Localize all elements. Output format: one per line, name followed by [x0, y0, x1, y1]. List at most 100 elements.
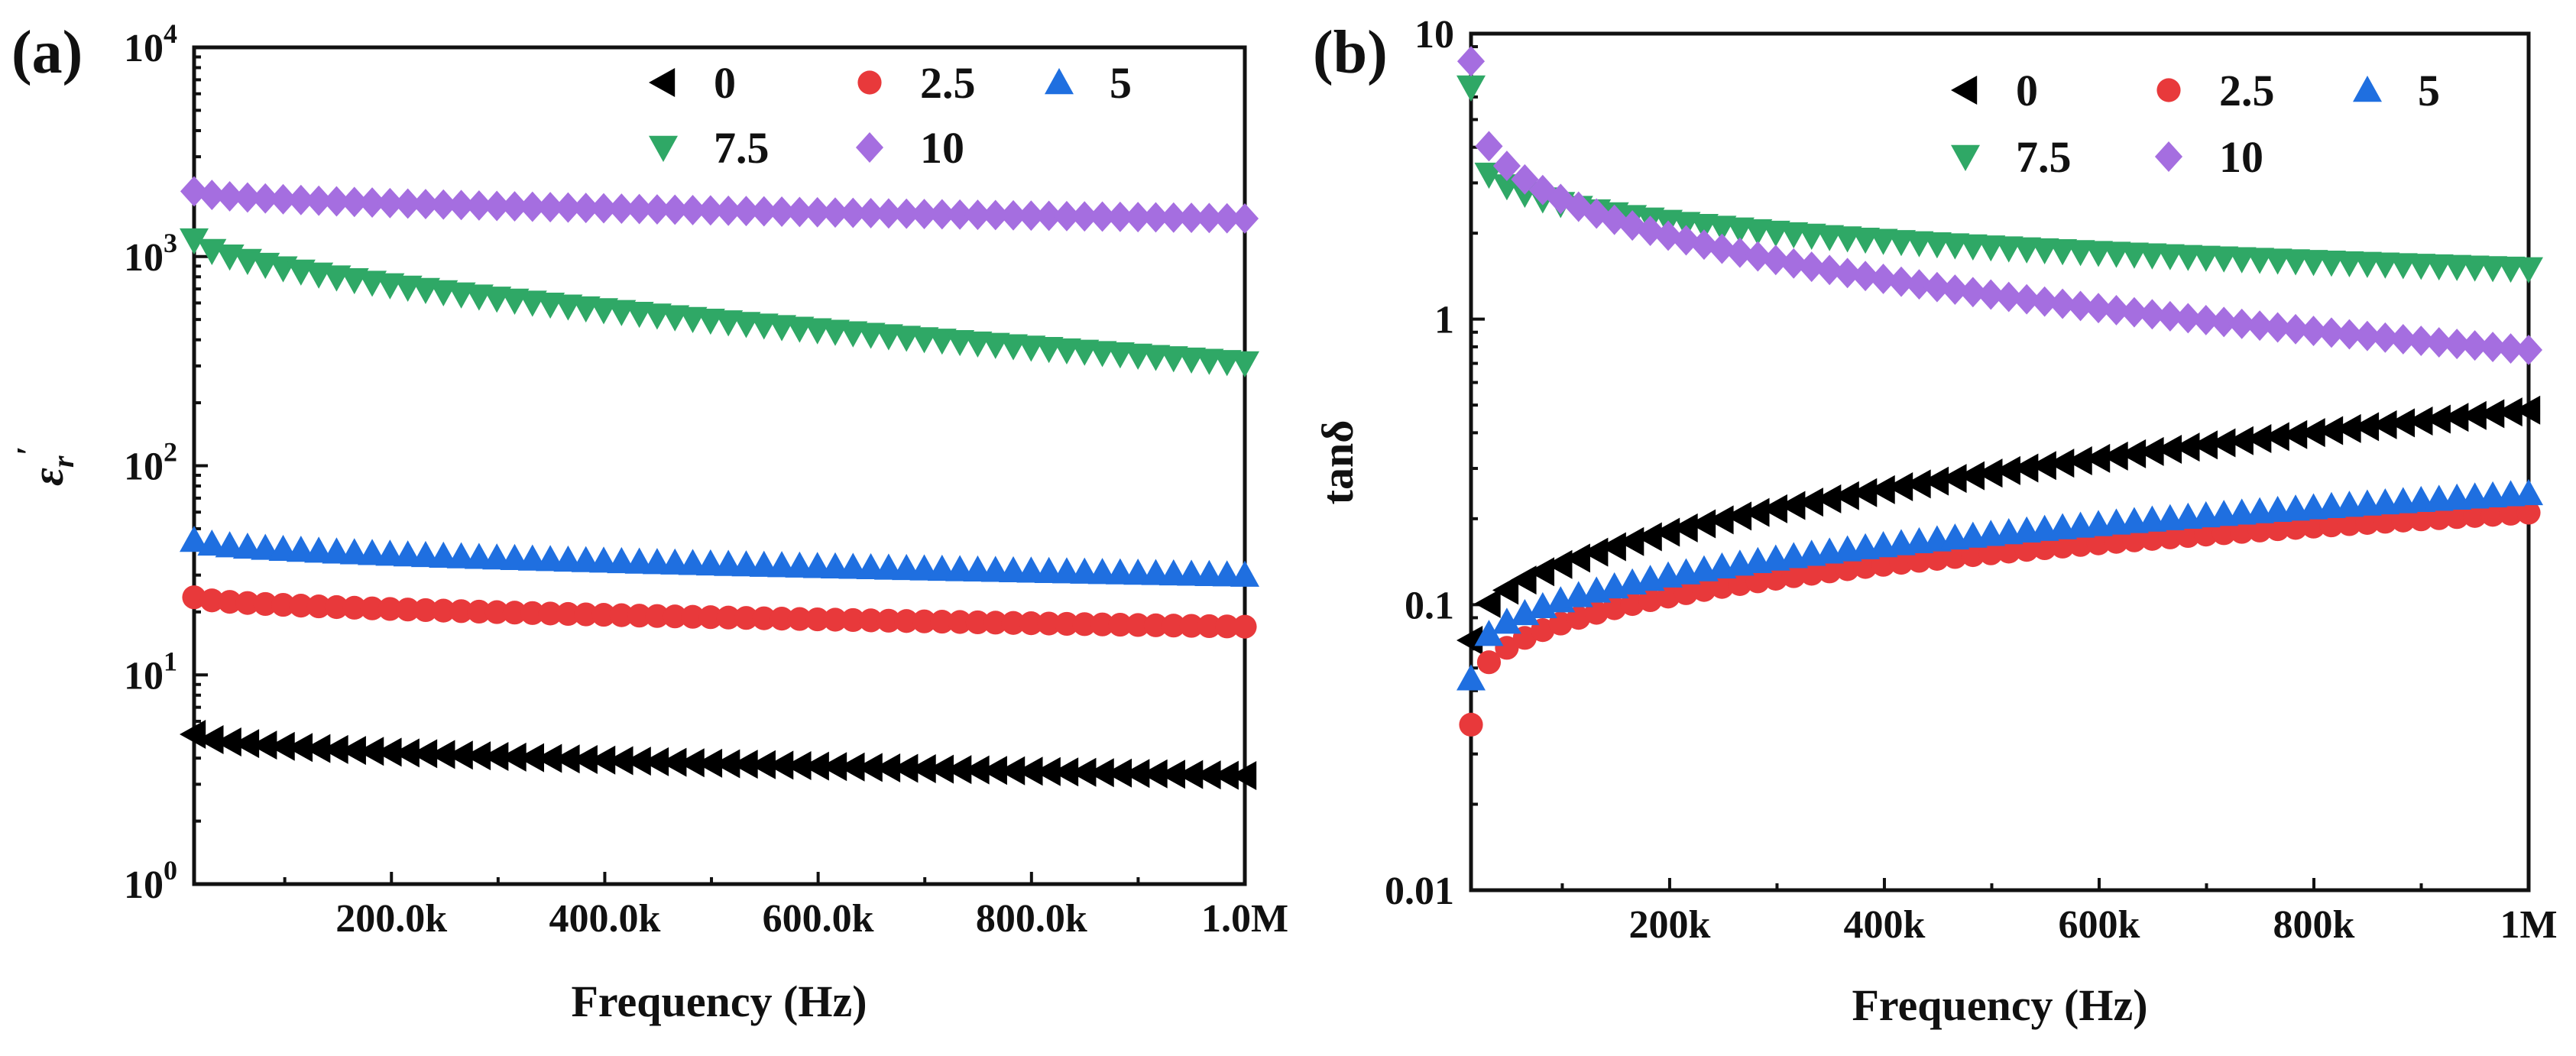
- data-point: [376, 187, 404, 219]
- data-point: [1195, 202, 1223, 234]
- data-point: [536, 743, 562, 773]
- data-point: [289, 594, 313, 618]
- data-point: [1654, 517, 1680, 547]
- data-point: [1108, 613, 1132, 637]
- data-point: [894, 609, 919, 633]
- data-point: [2460, 400, 2487, 430]
- legend-label: 5: [1110, 58, 1132, 108]
- data-point: [1492, 151, 1521, 182]
- data-point: [1886, 472, 1913, 502]
- legend-item-7.5: 7.5: [1951, 132, 2072, 182]
- data-point: [892, 753, 919, 783]
- data-point: [927, 754, 954, 784]
- data-point: [803, 196, 831, 228]
- data-point: [856, 753, 883, 782]
- data-point: [625, 193, 653, 225]
- data-point: [1510, 565, 1537, 595]
- data-point: [1618, 526, 1644, 556]
- data-point: [215, 531, 245, 558]
- x-tick-label: 600k: [2059, 903, 2140, 947]
- data-point: [553, 744, 580, 774]
- data-point: [2048, 449, 2075, 478]
- data-point: [1070, 757, 1097, 787]
- data-point: [1940, 464, 1967, 494]
- legend-label: 2.5: [920, 58, 976, 108]
- data-point: [180, 176, 209, 207]
- y-tick-label: 0.1: [1405, 584, 1454, 627]
- data-point: [2370, 410, 2397, 439]
- x-tick-label: 200k: [1628, 903, 1710, 947]
- data-point: [680, 604, 705, 629]
- data-point: [695, 748, 723, 778]
- series-5: [1456, 478, 2543, 691]
- y-tick-label: 10: [1414, 13, 1454, 57]
- data-point: [2066, 290, 2095, 322]
- data-point: [305, 185, 333, 216]
- data-point: [2463, 504, 2487, 528]
- data-point: [1035, 200, 1063, 232]
- data-point: [2514, 395, 2541, 425]
- data-point: [1905, 269, 1933, 300]
- panel-a-legend: 0 2.5 5 7.5 10: [649, 58, 1132, 173]
- data-point: [2425, 327, 2453, 358]
- data-point: [393, 738, 420, 768]
- legend-marker: [2353, 76, 2382, 102]
- data-point: [876, 608, 901, 633]
- data-point: [2352, 412, 2380, 442]
- data-point: [180, 228, 209, 255]
- data-point: [1126, 613, 1150, 637]
- data-point: [1779, 491, 1806, 520]
- data-point: [645, 604, 669, 628]
- data-point: [554, 192, 582, 223]
- data-point: [1832, 481, 1859, 510]
- data-point: [2461, 330, 2489, 361]
- legend-marker: [2156, 78, 2181, 102]
- data-point: [2066, 445, 2092, 475]
- legend-label: 5: [2418, 66, 2440, 115]
- data-point: [1001, 611, 1026, 635]
- data-point: [2498, 501, 2523, 526]
- data-point: [1158, 760, 1185, 789]
- data-point: [410, 739, 438, 769]
- data-point: [253, 591, 277, 617]
- data-point: [1959, 277, 1987, 308]
- data-point: [1162, 614, 1186, 638]
- data-point: [2514, 257, 2543, 283]
- data-point: [607, 746, 633, 776]
- panel-a-x-tick-labels: 200.0k 400.0k 600.0k 800.0k 1.0M: [335, 897, 1288, 941]
- data-point: [964, 199, 992, 231]
- x-tick-label: 600.0k: [763, 897, 874, 941]
- data-point: [2319, 513, 2344, 538]
- y-title-subscript: r: [46, 455, 80, 468]
- data-point: [322, 537, 352, 564]
- data-point: [1743, 497, 1770, 527]
- data-point: [1780, 248, 1808, 279]
- data-point: [232, 729, 260, 759]
- data-point: [2049, 288, 2077, 319]
- svg-text:εr′: εr′: [10, 446, 80, 486]
- data-point: [2282, 313, 2310, 345]
- data-point: [1599, 532, 1626, 562]
- data-point: [465, 189, 493, 221]
- data-point: [2335, 319, 2364, 350]
- legend-marker: [649, 135, 678, 162]
- data-point: [2012, 453, 2039, 483]
- data-point: [393, 540, 423, 567]
- x-tick-label: 800k: [2273, 903, 2355, 947]
- data-point: [1072, 612, 1097, 637]
- data-point: [1923, 271, 1951, 303]
- data-point: [983, 611, 1008, 635]
- legend-item-0: 0: [649, 58, 736, 108]
- legend-marker: [1951, 144, 1980, 171]
- panel-b-legend: 0 2.5 5 7.5 10: [1951, 66, 2440, 182]
- data-point: [518, 191, 546, 222]
- panel-b: (b) 200k 400k 600k 800k 1M 0.01 0.1 1 10 0 2.5 5 7…: [1313, 13, 2558, 1030]
- data-point: [1563, 543, 1590, 573]
- data-point: [517, 743, 544, 773]
- legend-marker: [855, 132, 884, 163]
- data-point: [375, 737, 402, 767]
- data-point: [2174, 303, 2202, 334]
- data-point: [1124, 202, 1152, 233]
- legend-marker: [1045, 68, 1074, 95]
